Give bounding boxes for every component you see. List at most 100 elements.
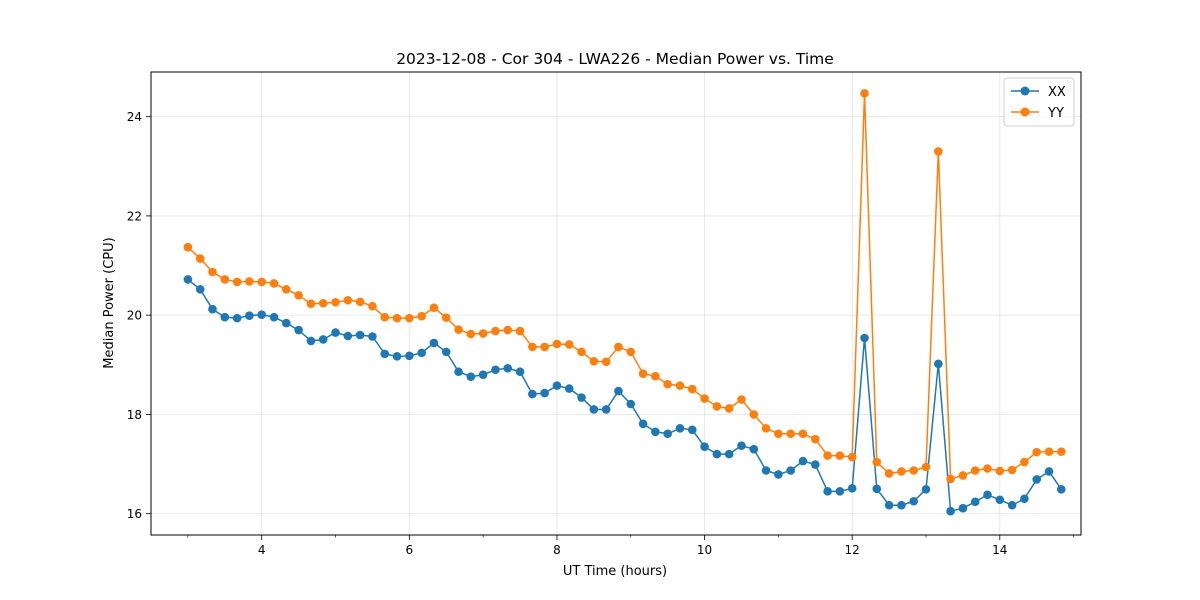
legend-yy-label: YY <box>1047 106 1064 121</box>
series-xx-point <box>540 388 549 398</box>
series-yy-point <box>589 357 599 366</box>
series-yy-point <box>1020 457 1029 467</box>
chart-title: 2023-12-08 - Cor 304 - LWA226 - Median P… <box>396 50 834 68</box>
y-tick-label: 16 <box>127 507 142 521</box>
series-xx-point <box>946 506 955 516</box>
series-yy-point <box>909 466 918 475</box>
series-xx-point <box>232 313 242 323</box>
series-yy-point <box>245 277 254 286</box>
legend-xx-marker <box>1020 86 1030 96</box>
series-yy-point <box>970 466 980 475</box>
grid <box>151 72 1081 535</box>
series-xx-point <box>515 367 525 377</box>
series-xx-point <box>1056 485 1066 494</box>
series-xx-point <box>835 487 845 496</box>
series-yy-point <box>269 279 279 288</box>
series-xx-point <box>380 349 390 359</box>
series-yy-point <box>195 254 205 263</box>
series-xx-point <box>454 367 463 377</box>
series-yy-point <box>503 325 513 335</box>
legend-yy-marker <box>1020 107 1030 117</box>
series-yy-point <box>183 242 193 252</box>
series-xx-point <box>405 351 414 361</box>
series-yy <box>183 89 1066 484</box>
series-yy-point <box>798 429 808 439</box>
y-tick-label: 22 <box>127 209 142 223</box>
series-xx-point <box>687 425 697 435</box>
series-xx-point <box>552 381 562 390</box>
series-xx-point <box>847 484 857 493</box>
series-xx-point <box>564 384 574 393</box>
series-xx-point <box>810 460 820 469</box>
series-yy-point <box>884 469 894 478</box>
series-yy-point <box>331 297 340 307</box>
series-xx-point <box>651 427 660 437</box>
series-xx-point <box>318 335 328 344</box>
x-tick-label: 14 <box>992 543 1007 557</box>
series-xx-point <box>700 442 709 451</box>
series-yy-point <box>749 410 759 419</box>
series-yy-point <box>294 291 303 300</box>
y-tick-label: 18 <box>127 408 142 422</box>
series-yy-point <box>835 451 845 460</box>
series-yy-point <box>441 313 451 322</box>
series-xx-point <box>724 449 734 459</box>
series-yy-point <box>429 303 439 313</box>
series-xx-point <box>737 441 746 450</box>
series-xx-point <box>675 424 685 433</box>
series-yy-point <box>515 326 525 336</box>
series-xx-point <box>441 347 451 357</box>
y-axis-label: Median Power (CPU) <box>102 237 117 368</box>
y-tick-label: 20 <box>127 309 142 323</box>
series-xx-point <box>195 285 205 294</box>
series-xx-point <box>934 359 943 369</box>
series-yy-point <box>1007 465 1017 475</box>
series-yy-point <box>921 462 931 472</box>
series-yy-point <box>983 464 992 473</box>
series-xx-point <box>343 331 353 341</box>
series-yy-point <box>675 381 685 390</box>
series-xx-point <box>774 470 783 479</box>
series-yy-point <box>208 267 217 277</box>
series-yy-point <box>454 325 463 334</box>
series-yy-point <box>368 301 377 311</box>
x-tick-label: 8 <box>553 543 561 557</box>
series-yy-point <box>934 147 943 156</box>
series-xx-point <box>749 444 759 454</box>
series-yy-point <box>318 298 328 308</box>
series-yy-point <box>872 457 882 467</box>
series-yy-point <box>687 384 697 394</box>
series-yy-point <box>1044 447 1054 456</box>
series-xx-point <box>601 405 611 414</box>
series-xx-point <box>491 365 500 375</box>
series-yy-point <box>417 311 426 321</box>
series-xx-point <box>269 312 279 322</box>
series-yy-point <box>306 299 316 309</box>
series-xx-point <box>823 487 832 496</box>
series-xx-point <box>626 399 636 409</box>
series-yy-point <box>700 394 709 403</box>
series-yy-point <box>343 295 353 305</box>
series-xx-point <box>909 496 918 506</box>
series-yy-point <box>651 371 660 381</box>
series-xx-point <box>872 484 882 494</box>
series-yy-point <box>626 347 636 357</box>
x-tick-label: 4 <box>258 543 266 557</box>
series-yy-point <box>663 379 672 389</box>
series-xx-point <box>860 333 869 343</box>
series-yy-point <box>405 313 414 323</box>
series-xx-point <box>958 503 968 513</box>
series-yy-point <box>847 452 857 462</box>
series-xx-point <box>331 328 340 337</box>
series-yy-point <box>392 313 402 323</box>
series-xx-point <box>245 311 254 320</box>
series-yy-point <box>577 347 586 357</box>
series-yy-point <box>897 467 906 476</box>
series-yy-point <box>478 329 488 338</box>
series-xx-point <box>1007 500 1017 510</box>
series-xx-point <box>294 325 303 335</box>
series-xx-point <box>983 490 992 500</box>
plot-frame <box>150 71 1082 536</box>
series-xx-point <box>897 500 906 510</box>
series-xx-point <box>638 419 648 429</box>
